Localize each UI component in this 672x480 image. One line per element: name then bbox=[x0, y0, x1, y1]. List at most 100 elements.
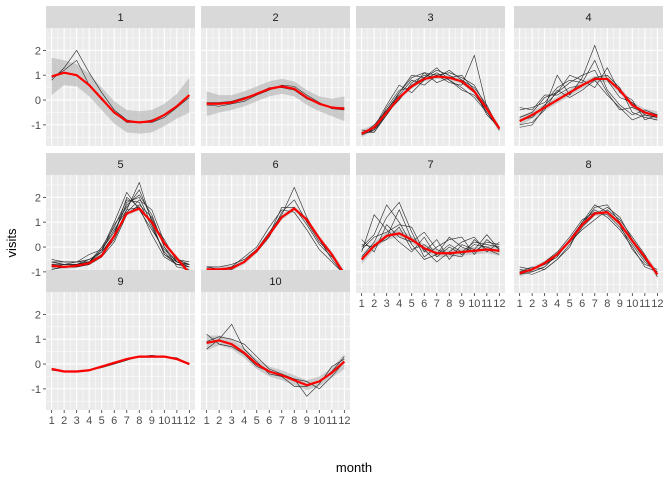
y-tick-label: -1 bbox=[31, 267, 41, 279]
facet-strip bbox=[356, 153, 505, 175]
x-tick-label: 10 bbox=[313, 415, 325, 427]
smooth-trend-line bbox=[519, 77, 658, 123]
smooth-ribbon bbox=[51, 57, 190, 134]
smooth-trend-line bbox=[206, 207, 346, 275]
facet-strip-label: 1 bbox=[117, 12, 123, 24]
x-tick-label: 4 bbox=[86, 415, 92, 427]
individual-series-line bbox=[361, 214, 500, 258]
facet-strip-label: 3 bbox=[427, 12, 433, 24]
x-tick-label: 1 bbox=[517, 298, 523, 310]
facet-panel-8: 81 2 3 4 5 6 7 8 9 10 11 12 bbox=[514, 153, 663, 310]
facet-panel-7: 71 2 3 4 5 6 7 8 9 10 11 12 bbox=[356, 153, 505, 310]
x-tick-label: 10 bbox=[626, 298, 638, 310]
y-tick-label: -1 bbox=[31, 384, 41, 396]
individual-series-line bbox=[361, 224, 500, 258]
facet-strip bbox=[201, 270, 350, 292]
y-tick-label: 0 bbox=[35, 359, 41, 371]
x-tick-label: 11 bbox=[171, 415, 182, 427]
y-tick-label: 1 bbox=[35, 70, 41, 82]
x-tick-label: 12 bbox=[183, 415, 195, 427]
x-tick-label: 1 bbox=[359, 298, 365, 310]
y-tick-label: 2 bbox=[35, 45, 41, 57]
x-tick-label: 3 bbox=[74, 415, 80, 427]
facet-panel-4: 4 bbox=[514, 6, 663, 146]
facet-strip bbox=[46, 6, 195, 28]
y-tick-label: 2 bbox=[35, 309, 41, 321]
x-axis-title: month bbox=[336, 460, 372, 475]
x-tick-label: 11 bbox=[481, 298, 492, 310]
individual-series-line bbox=[51, 206, 190, 265]
x-tick-label: 8 bbox=[446, 298, 452, 310]
facet-strip bbox=[46, 153, 195, 175]
x-tick-label: 5 bbox=[99, 415, 105, 427]
facet-strip-label: 8 bbox=[585, 159, 591, 171]
individual-series-line bbox=[206, 336, 345, 390]
x-tick-label: 6 bbox=[421, 298, 427, 310]
smooth-ribbon bbox=[51, 206, 190, 277]
x-tick-label: 1 bbox=[204, 415, 210, 427]
y-tick-label: 0 bbox=[35, 242, 41, 254]
smooth-trend-line bbox=[51, 71, 191, 124]
x-tick-label: 9 bbox=[304, 415, 310, 427]
smooth-trend-line bbox=[206, 85, 345, 110]
y-tick-label: 0 bbox=[35, 95, 41, 107]
facet-strip bbox=[514, 153, 663, 175]
individual-series-line bbox=[519, 209, 658, 273]
facet-strip-label: 7 bbox=[427, 159, 433, 171]
x-tick-label: 5 bbox=[254, 415, 260, 427]
panel-grid bbox=[514, 175, 663, 293]
x-tick-label: 6 bbox=[266, 415, 272, 427]
facet-strip-label: 6 bbox=[272, 159, 278, 171]
individual-series-line bbox=[361, 67, 500, 133]
x-tick-label: 6 bbox=[111, 415, 117, 427]
facet-strip bbox=[514, 6, 663, 28]
x-tick-label: 9 bbox=[617, 298, 623, 310]
y-tick-label: 1 bbox=[35, 217, 41, 229]
individual-series-line bbox=[519, 44, 658, 128]
individual-series-line bbox=[361, 201, 500, 258]
facet-panel-1: 1 -1 0 1 2 bbox=[31, 6, 195, 146]
x-tick-label: 8 bbox=[291, 415, 297, 427]
smooth-trend-line bbox=[206, 339, 346, 387]
individual-series-line bbox=[519, 67, 658, 121]
smooth-trend-line bbox=[51, 207, 191, 274]
individual-series-line bbox=[519, 79, 658, 126]
x-tick-label: 7 bbox=[279, 415, 285, 427]
individual-series-line bbox=[206, 186, 345, 275]
x-tick-label: 3 bbox=[229, 415, 235, 427]
x-tick-label: 2 bbox=[371, 298, 377, 310]
facet-strip-label: 9 bbox=[117, 276, 123, 288]
x-tick-label: 2 bbox=[216, 415, 222, 427]
individual-series-line bbox=[361, 204, 500, 260]
x-tick-label: 2 bbox=[529, 298, 535, 310]
individual-series-line bbox=[361, 224, 500, 260]
x-tick-label: 11 bbox=[326, 415, 337, 427]
facet-strip-label: 4 bbox=[585, 12, 591, 24]
x-tick-label: 3 bbox=[384, 298, 390, 310]
individual-series-line bbox=[519, 59, 658, 116]
x-tick-label: 5 bbox=[567, 298, 573, 310]
individual-series-line bbox=[361, 72, 500, 136]
facet-strip-label: 2 bbox=[272, 12, 278, 24]
facet-strip-label: 10 bbox=[269, 276, 281, 288]
individual-series-line bbox=[51, 191, 190, 268]
smooth-trend-line bbox=[360, 232, 500, 261]
facet-strip bbox=[46, 270, 195, 292]
facet-strip bbox=[356, 6, 505, 28]
x-tick-label: 4 bbox=[554, 298, 560, 310]
x-tick-label: 8 bbox=[604, 298, 610, 310]
x-tick-label: 9 bbox=[149, 415, 155, 427]
individual-series-line bbox=[51, 49, 190, 123]
facet-panel-2: 2 bbox=[201, 6, 350, 146]
y-axis-title: visits bbox=[4, 228, 19, 257]
individual-series-line bbox=[519, 209, 658, 277]
x-tick-label: 11 bbox=[639, 298, 650, 310]
smooth-trend-line bbox=[51, 355, 190, 373]
facet-panel-10: 101 2 3 4 5 6 7 8 9 10 11 12 bbox=[201, 270, 350, 427]
y-tick-label: -1 bbox=[31, 120, 41, 132]
x-tick-label: 9 bbox=[459, 298, 465, 310]
facet-panel-3: 3 bbox=[356, 6, 505, 146]
x-tick-label: 7 bbox=[592, 298, 598, 310]
